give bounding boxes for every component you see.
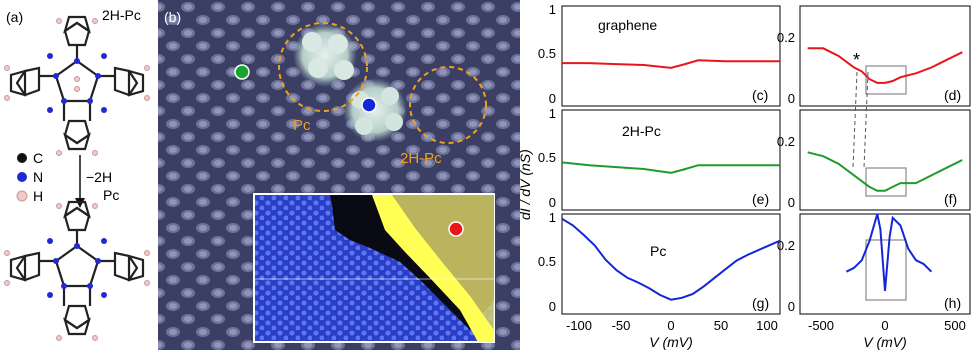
series-line-g-0 — [561, 217, 781, 301]
plot-f-box — [865, 167, 907, 197]
plot-c-tag: (c) — [752, 87, 768, 103]
inset-image — [253, 193, 495, 343]
legend-c-label: C — [33, 150, 43, 166]
x-axis-label-right: V (mV) — [863, 334, 907, 350]
pc-dashed-circle — [278, 22, 368, 112]
2h-pc-marker — [361, 97, 377, 113]
series-line-f-0 — [807, 151, 963, 192]
left-y-ticks: 0 0.5 1 0 0.5 1 0 0.5 1 — [538, 2, 556, 314]
right-x-ticks: -500 0 500 — [808, 318, 966, 333]
series-line-c-0 — [562, 59, 780, 69]
series-line-d-0 — [807, 47, 963, 84]
pc-circle-label: Pc — [293, 117, 311, 134]
y-axis-label: dI / dV (nS) — [517, 149, 533, 220]
plot-d-annotation: * — [853, 50, 860, 70]
ytick-h-02: 0.2 — [777, 238, 795, 253]
plot-d-tag: (d) — [944, 87, 961, 103]
xtick-l-3: 50 — [714, 318, 728, 333]
2h-pc-molecule-image — [343, 78, 407, 142]
legend-h-label: H — [33, 188, 43, 204]
label-pc-molecule: Pc — [103, 187, 119, 203]
xtick-l-2: 0 — [667, 318, 674, 333]
plot-f-tag: (f) — [944, 191, 957, 207]
dashed-line-2 — [863, 71, 869, 169]
h-atoms — [4, 18, 150, 156]
series-line-h-0 — [845, 213, 933, 291]
molecule-skeleton — [9, 15, 145, 151]
legend-n-swatch — [17, 172, 27, 182]
plot-e-frame — [561, 109, 781, 211]
ytick-d-0: 0 — [788, 91, 795, 106]
ytick-g-05: 0.5 — [538, 254, 556, 269]
ytick-c-0: 0 — [549, 91, 556, 106]
x-axis-label-left: V (mV) — [649, 334, 693, 350]
panel-b-tag: (b) — [164, 9, 181, 25]
ytick-h-0: 0 — [788, 299, 795, 314]
ytick-c-05: 0.5 — [538, 46, 556, 61]
pc-molecule-image — [293, 23, 357, 87]
ytick-e-05: 0.5 — [538, 150, 556, 165]
xtick-r-2: 500 — [944, 318, 966, 333]
xtick-l-0: -100 — [566, 318, 592, 333]
arrow-label: −2H — [86, 169, 112, 185]
atom-legend: C N H — [16, 150, 43, 204]
dashed-line-1 — [852, 71, 858, 169]
plot-c-label: graphene — [598, 17, 657, 33]
plot-g-frame — [561, 213, 781, 315]
panel-a-tag: (a) — [6, 9, 23, 25]
ytick-e-1: 1 — [549, 106, 556, 121]
molecule-2h-pc — [4, 15, 150, 156]
xtick-r-1: 0 — [881, 318, 888, 333]
xtick-l-4: 100 — [756, 318, 778, 333]
graphene-marker — [234, 64, 250, 80]
pc-marker — [448, 221, 464, 237]
plots: dI / dV (nS) 0 0.5 1 0 0.5 1 0 0.5 1 0 0… — [517, 2, 971, 350]
plot-h-frame — [799, 213, 971, 315]
2h-pc-circle-label: 2H-Pc — [400, 150, 442, 167]
ytick-f-0: 0 — [788, 195, 795, 210]
plot-g-tag: (g) — [752, 295, 769, 311]
plot-e-label: 2H-Pc — [622, 123, 661, 139]
xtick-r-0: -500 — [808, 318, 834, 333]
legend-c-swatch — [17, 153, 27, 163]
ytick-d-02: 0.2 — [777, 30, 795, 45]
panel-b: (b) Pc 2H-Pc — [158, 0, 520, 350]
ytick-f-02: 0.2 — [777, 134, 795, 149]
panel-a: (a) 2H-Pc Pc — [4, 7, 150, 341]
left-x-ticks: -100 -50 0 50 100 — [566, 318, 778, 333]
ytick-g-0: 0 — [549, 299, 556, 314]
ytick-e-0: 0 — [549, 195, 556, 210]
legend-h-swatch — [16, 190, 28, 202]
vacancy-dashed-circle — [409, 66, 487, 144]
right-y-ticks: 0 0.2 0 0.2 0 0.2 — [777, 30, 795, 314]
label-2h-pc: 2H-Pc — [102, 7, 141, 23]
series-line-e-0 — [561, 161, 780, 174]
plot-d-box — [865, 65, 907, 95]
plot-g-label: Pc — [650, 243, 666, 259]
plot-e-tag: (e) — [752, 191, 769, 207]
n-atoms — [47, 53, 107, 113]
legend-n-label: N — [33, 169, 43, 185]
molecule-pc — [4, 200, 150, 341]
series-layer — [561, 47, 963, 301]
ytick-c-1: 1 — [549, 2, 556, 17]
plot-f-frame — [799, 109, 971, 211]
ytick-g-1: 1 — [549, 210, 556, 225]
plot-h-box — [865, 239, 907, 301]
plot-c-frame — [561, 5, 781, 107]
plot-d-frame — [799, 5, 971, 107]
plot-h-tag: (h) — [944, 295, 961, 311]
xtick-l-1: -50 — [612, 318, 631, 333]
